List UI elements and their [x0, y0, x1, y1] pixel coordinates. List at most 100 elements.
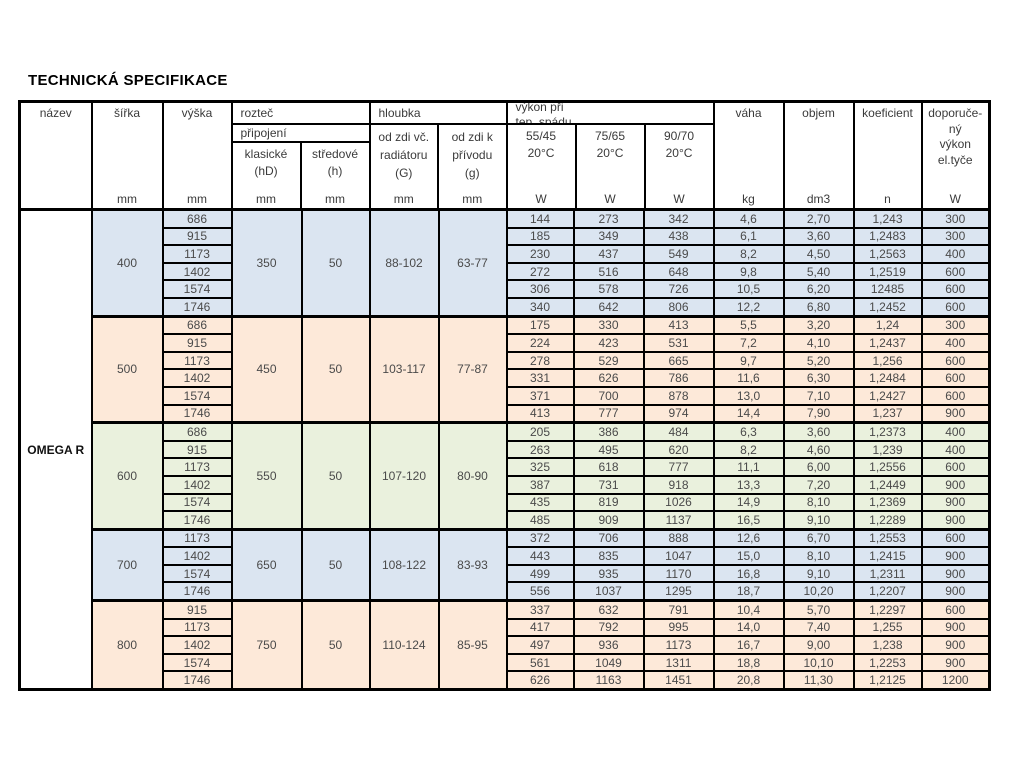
- volume-cell: 9,10: [782, 563, 855, 584]
- volume-cell: 10,10: [782, 652, 855, 673]
- coefficient-cell: 1,2369: [852, 492, 923, 513]
- weight-cell: 18,8: [712, 652, 785, 673]
- height-cell: 1746: [161, 296, 233, 318]
- power-5545-cell: 224: [505, 333, 575, 353]
- weight-cell: 4,6: [712, 207, 785, 229]
- spec-table-body: OMEGA R 400 686 350 50 88-102 63-77 144 273 342 4,…: [18, 207, 991, 691]
- stredove-group-cell: 50: [300, 208, 371, 318]
- coefficient-cell: 1,2483: [852, 226, 923, 247]
- coefficient-cell: 1,2449: [852, 474, 923, 495]
- roztec-label: rozteč: [232, 103, 369, 125]
- height-cell: 686: [161, 207, 233, 229]
- col-header-temp-5545: 55/45 20°C W: [508, 125, 577, 208]
- power-5545-cell: 331: [505, 368, 575, 388]
- el-power-cell: 400: [920, 244, 991, 264]
- height-cell: 1173: [161, 244, 233, 264]
- col-header-roztec-block: rozteč připojení klasické (hD) mm: [230, 100, 371, 211]
- spec-row: 1746 340 642 806 12,2 6,80 1,2452 600: [20, 296, 991, 318]
- col-header-hloubka-block: hloubka od zdi vč. radiátoru (G) mm: [368, 100, 508, 211]
- weight-cell: 18,7: [712, 581, 785, 602]
- hloubka-radiator-group-cell: 108-122: [368, 527, 440, 602]
- weight-cell: 14,9: [712, 492, 785, 513]
- weight-cell: 12,6: [712, 527, 785, 549]
- power-7565-cell: 1037: [572, 581, 645, 602]
- volume-cell: 3,60: [782, 226, 855, 247]
- klasicke-unit: mm: [256, 192, 276, 206]
- height-cell: 1402: [161, 546, 233, 566]
- stredove-group-cell: 50: [300, 527, 371, 602]
- weight-cell: 16,5: [712, 510, 785, 531]
- hloubka-label: hloubka: [370, 103, 506, 125]
- power-9070-cell: 726: [642, 279, 715, 299]
- temp-7565-unit: W: [604, 192, 616, 206]
- el-power-cell: 900: [920, 581, 991, 602]
- volume-cell: 6,00: [782, 457, 855, 477]
- spec-row: 1173 278 529 665 9,7 5,20 1,256 600: [20, 350, 991, 371]
- col-header-temp-9070: 90/70 20°C W: [663, 129, 695, 206]
- stredove-unit: mm: [325, 192, 345, 206]
- power-7565-cell: 731: [572, 474, 645, 495]
- power-9070-cell: 413: [642, 314, 715, 336]
- power-7565-cell: 700: [572, 385, 645, 406]
- power-5545-cell: 561: [505, 652, 575, 673]
- power-5545-cell: 325: [505, 457, 575, 477]
- sirka-unit: mm: [117, 192, 137, 206]
- coefficient-cell: 1,2311: [852, 563, 923, 584]
- power-9070-cell: 1451: [642, 670, 715, 691]
- power-9070-cell: 665: [642, 350, 715, 371]
- height-cell: 1746: [161, 510, 233, 531]
- volume-cell: 6,80: [782, 296, 855, 318]
- nazev-label: název: [39, 106, 72, 120]
- width-group-cell: 400: [90, 208, 164, 318]
- volume-cell: 4,50: [782, 244, 855, 264]
- spec-row: 500 686 450 50 103-117 77-87 175 330 413 5,5 3,20 1…: [20, 314, 991, 424]
- coefficient-cell: 1,24: [852, 314, 923, 336]
- volume-cell: 5,40: [782, 261, 855, 282]
- power-5545-cell: 626: [505, 670, 575, 691]
- weight-cell: 16,8: [712, 563, 785, 584]
- power-9070-cell: 531: [642, 333, 715, 353]
- power-5545-cell: 387: [505, 474, 575, 495]
- height-cell: 1746: [161, 670, 233, 691]
- weight-cell: 20,8: [712, 670, 785, 691]
- col-header-nazev: název: [18, 100, 93, 211]
- power-5545-cell: 306: [505, 279, 575, 299]
- weight-cell: 9,7: [712, 350, 785, 371]
- hloubka-radiator-group-cell: 107-120: [368, 421, 440, 531]
- coefficient-cell: 1,2297: [852, 599, 923, 620]
- stredove-group-cell: 50: [300, 599, 371, 691]
- volume-cell: 5,20: [782, 350, 855, 371]
- power-7565-cell: 423: [572, 333, 645, 353]
- col-header-vyska: výška mm: [161, 100, 233, 211]
- header-row: název šířka mm výška mm rozteč př: [18, 100, 991, 211]
- power-9070-cell: 1170: [642, 563, 715, 584]
- power-9070-cell: 791: [642, 599, 715, 620]
- volume-cell: 5,70: [782, 599, 855, 620]
- coefficient-cell: 1,238: [852, 635, 923, 655]
- spec-row: 800 915 750 50 110-124 85-95 337 632 791 10,4 5,70…: [20, 599, 991, 691]
- temp-5545-unit: W: [535, 192, 547, 206]
- col-header-temp-7565: 75/65 20°C W: [577, 125, 646, 208]
- volume-cell: 7,40: [782, 617, 855, 638]
- power-5545-cell: 263: [505, 439, 575, 460]
- spec-row: 1746 413 777 974 14,4 7,90 1,237 900: [20, 403, 991, 424]
- power-7565-cell: 626: [572, 368, 645, 388]
- coefficient-cell: 1,243: [852, 207, 923, 229]
- weight-cell: 12,2: [712, 296, 785, 318]
- power-9070-cell: 777: [642, 457, 715, 477]
- hloubka-radiator-group-cell: 110-124: [368, 599, 440, 691]
- el-power-cell: 600: [920, 527, 991, 549]
- spec-row: 1173 325 618 777 11,1 6,00 1,2556 600: [20, 457, 991, 477]
- power-7565-cell: 706: [572, 527, 645, 549]
- spec-row: 1173 230 437 549 8,2 4,50 1,2563 400: [20, 244, 991, 264]
- power-7565-cell: 1163: [572, 670, 645, 691]
- power-7565-cell: 437: [572, 244, 645, 264]
- weight-cell: 16,7: [712, 635, 785, 655]
- power-5545-cell: 372: [505, 527, 575, 549]
- coefficient-cell: 1,2484: [852, 368, 923, 388]
- volume-cell: 4,10: [782, 333, 855, 353]
- klasicke-group-cell: 550: [230, 421, 303, 531]
- klasicke-group-cell: 650: [230, 527, 303, 602]
- col-header-doporuceny: doporuče- ný výkon el.tyče W: [920, 100, 991, 211]
- vykon-label: výkon při tep. spádu: [507, 103, 713, 125]
